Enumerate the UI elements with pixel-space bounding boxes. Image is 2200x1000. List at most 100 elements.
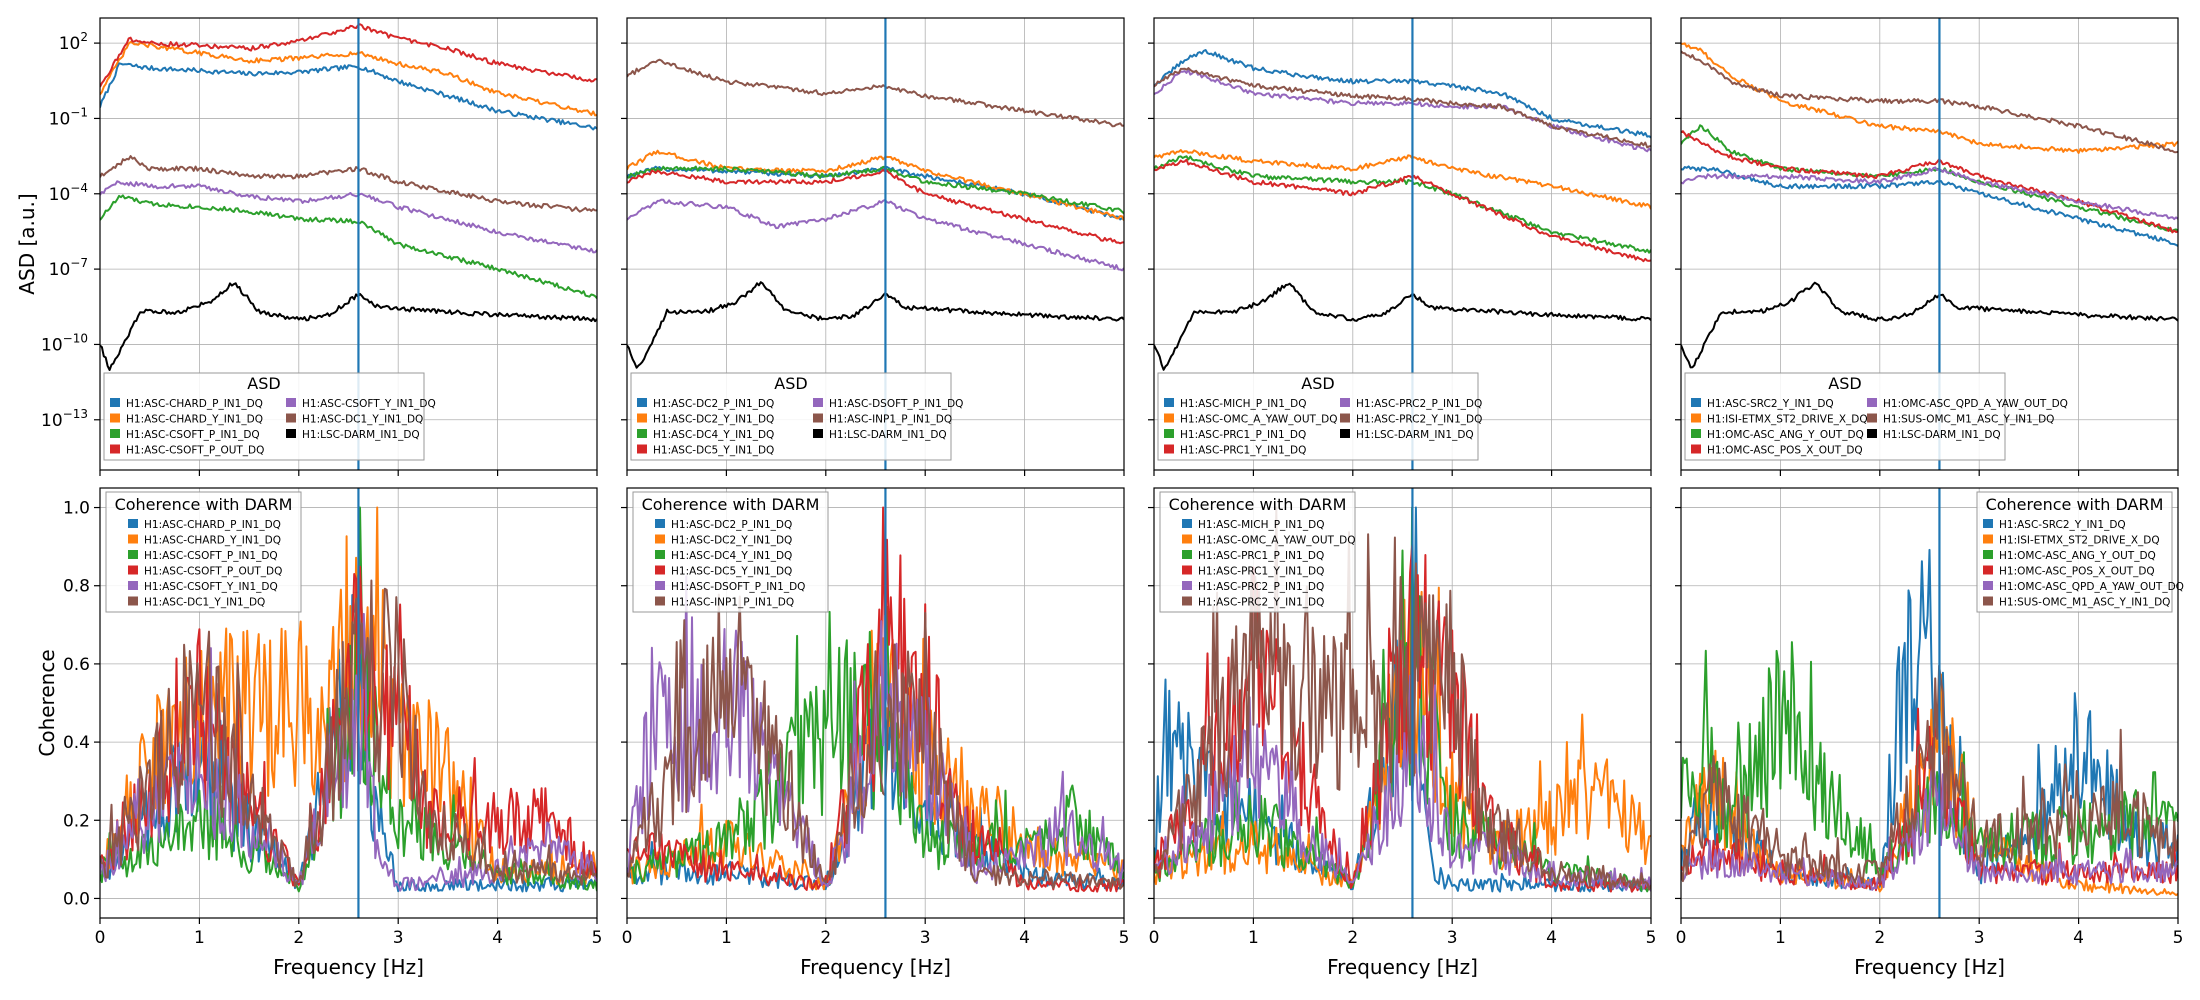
legend-swatch xyxy=(1983,581,1993,590)
legend-box xyxy=(1159,491,1356,613)
legend-swatch xyxy=(286,413,296,423)
x-axis-label: Frequency [Hz] xyxy=(1854,955,2005,979)
x-tick-label: 4 xyxy=(1019,928,1030,948)
legend-swatch xyxy=(813,413,823,423)
x-tick-label: 1 xyxy=(194,928,205,948)
series-group xyxy=(1154,49,1651,371)
legend-swatch xyxy=(1691,413,1701,423)
legend-swatch xyxy=(1340,429,1350,438)
legend-swatch xyxy=(1182,565,1192,575)
legend-swatch xyxy=(637,413,647,423)
legend-swatch xyxy=(1182,519,1192,528)
plot-frame xyxy=(99,487,598,919)
y-tick-label: 0.2 xyxy=(63,811,90,831)
series-line-h1-asc-dsoft-p-in1-dq xyxy=(627,198,1124,272)
legend-swatch xyxy=(286,398,296,407)
series-line-h1-omc-asc-qpd-a-yaw-out-dq xyxy=(1681,166,2178,221)
series-line-h1-asc-inp1-p-in1-dq xyxy=(627,58,1124,128)
legend-swatch xyxy=(655,565,665,575)
legend-swatch xyxy=(655,581,665,590)
legend-entry: H1:ASC-DC2_Y_IN1_DQ xyxy=(671,535,792,547)
plot-frame xyxy=(1153,487,1652,919)
series-line-h1-asc-prc1-y-in1-dq xyxy=(1154,158,1651,263)
panel-3: ASD H1:ASC-MICH_P_IN1_DQ H1:ASC-OMC_A_YAW_… xyxy=(1148,17,1652,476)
series-line-h1-asc-dc5-y-in1-dq xyxy=(627,506,1124,893)
legend-swatch xyxy=(1164,429,1174,438)
legend-swatch xyxy=(1867,398,1877,407)
x-tick-label: 2 xyxy=(1347,928,1358,948)
legend-entry: H1:ASC-DC1_Y_IN1_DQ xyxy=(302,414,423,426)
x-tick-label: 0 xyxy=(622,928,633,948)
y-tick-label: 10−7 xyxy=(49,256,88,280)
legend-swatch xyxy=(1182,534,1192,544)
legend-swatch xyxy=(1867,413,1877,423)
legend-entry: H1:ASC-PRC1_Y_IN1_DQ xyxy=(1198,566,1324,578)
legend-entry: H1:ASC-PRC2_Y_IN1_DQ xyxy=(1198,597,1324,609)
x-axis-label: Frequency [Hz] xyxy=(800,955,951,979)
legend-entry: H1:LSC-DARM_IN1_DQ xyxy=(1356,429,1474,441)
legend-entry: H1:ASC-DSOFT_P_IN1_DQ xyxy=(829,398,963,410)
x-tick-label: 0 xyxy=(1676,928,1687,948)
legend-swatch xyxy=(655,519,665,528)
panel-4: ASD H1:ASC-SRC2_Y_IN1_DQ H1:ISI-ETMX_ST2_D… xyxy=(1675,17,2179,476)
legend-swatch xyxy=(1983,596,1993,606)
legend-swatch xyxy=(110,413,120,423)
legend-swatch xyxy=(1340,413,1350,423)
legend-entry: H1:ASC-DC2_P_IN1_DQ xyxy=(671,519,792,531)
legend-box xyxy=(103,372,425,461)
series-line-h1-lsc-darm-in1-dq xyxy=(627,281,1124,369)
legend: Coherence with DARM H1:ASC-MICH_P_IN1_DQ H… xyxy=(1159,491,1356,613)
legend-entry: H1:ASC-CSOFT_P_IN1_DQ xyxy=(126,429,260,441)
series-line-h1-asc-inp1-p-in1-dq xyxy=(627,593,1124,890)
legend-box xyxy=(105,491,302,613)
legend-entry: H1:ASC-CSOFT_Y_IN1_DQ xyxy=(144,581,278,593)
x-axis-label: Frequency [Hz] xyxy=(273,955,424,979)
x-tick-label: 4 xyxy=(2073,928,2084,948)
legend-entry: H1:ISI-ETMX_ST2_DRIVE_X_DQ xyxy=(1707,414,1868,426)
legend-title: ASD xyxy=(247,374,280,393)
x-tick-label: 0 xyxy=(1149,928,1160,948)
x-tick-label: 1 xyxy=(1248,928,1259,948)
legend-swatch xyxy=(1182,550,1192,559)
series-line-h1-omc-asc-ang-y-out-dq xyxy=(1681,641,2178,884)
y-tick-label: 102 xyxy=(59,30,88,54)
legend-entry: H1:ASC-DSOFT_P_IN1_DQ xyxy=(671,581,805,593)
series-line-h1-isi-etmx-st2-drive-x-dq xyxy=(1681,42,2178,154)
legend-entry: H1:OMC-ASC_ANG_Y_OUT_DQ xyxy=(1707,429,1864,441)
plot-frame xyxy=(626,487,1125,919)
legend-swatch xyxy=(128,519,138,528)
series-line-h1-asc-mich-p-in1-dq xyxy=(1154,49,1651,139)
x-tick-label: 1 xyxy=(721,928,732,948)
legend-entry: H1:ASC-INP1_P_IN1_DQ xyxy=(829,414,952,426)
legend-swatch xyxy=(1182,596,1192,606)
legend-entry: H1:ASC-CSOFT_P_OUT_DQ xyxy=(126,445,264,457)
plot-frame xyxy=(626,17,1125,471)
series-line-h1-asc-src2-y-in1-dq xyxy=(1681,165,2178,247)
legend-title: Coherence with DARM xyxy=(1169,495,1347,514)
legend-box xyxy=(630,372,952,461)
legend-box xyxy=(1157,372,1479,461)
legend-swatch xyxy=(110,429,120,438)
series-line-h1-lsc-darm-in1-dq xyxy=(1154,282,1651,371)
legend: Coherence with DARM H1:ASC-DC2_P_IN1_DQ H1… xyxy=(632,491,829,613)
legend-entry: H1:ASC-PRC1_P_IN1_DQ xyxy=(1180,429,1306,441)
legend-entry: H1:OMC-ASC_ANG_Y_OUT_DQ xyxy=(1999,550,2156,562)
legend-entry: H1:ASC-DC5_Y_IN1_DQ xyxy=(653,445,774,457)
x-tick-label: 2 xyxy=(1874,928,1885,948)
legend-box xyxy=(1684,372,2006,461)
legend-swatch xyxy=(813,429,823,438)
x-tick-label: 3 xyxy=(920,928,931,948)
series-line-h1-omc-asc-qpd-a-yaw-out-dq xyxy=(1681,764,2178,891)
legend-entry: H1:ASC-OMC_A_YAW_OUT_DQ xyxy=(1180,414,1338,426)
series-line-h1-asc-csoft-p-in1-dq xyxy=(100,194,597,299)
legend-swatch xyxy=(1867,429,1877,438)
legend-entry: H1:ISI-ETMX_ST2_DRIVE_X_DQ xyxy=(1999,535,2160,547)
legend-swatch xyxy=(128,581,138,590)
series-line-h1-asc-csoft-p-out-dq xyxy=(100,23,597,88)
y-tick-label: 0.6 xyxy=(63,655,90,675)
legend-entry: H1:ASC-PRC1_P_IN1_DQ xyxy=(1198,550,1324,562)
legend-entry: H1:ASC-SRC2_Y_IN1_DQ xyxy=(1999,519,2126,531)
legend-swatch xyxy=(1983,519,1993,528)
